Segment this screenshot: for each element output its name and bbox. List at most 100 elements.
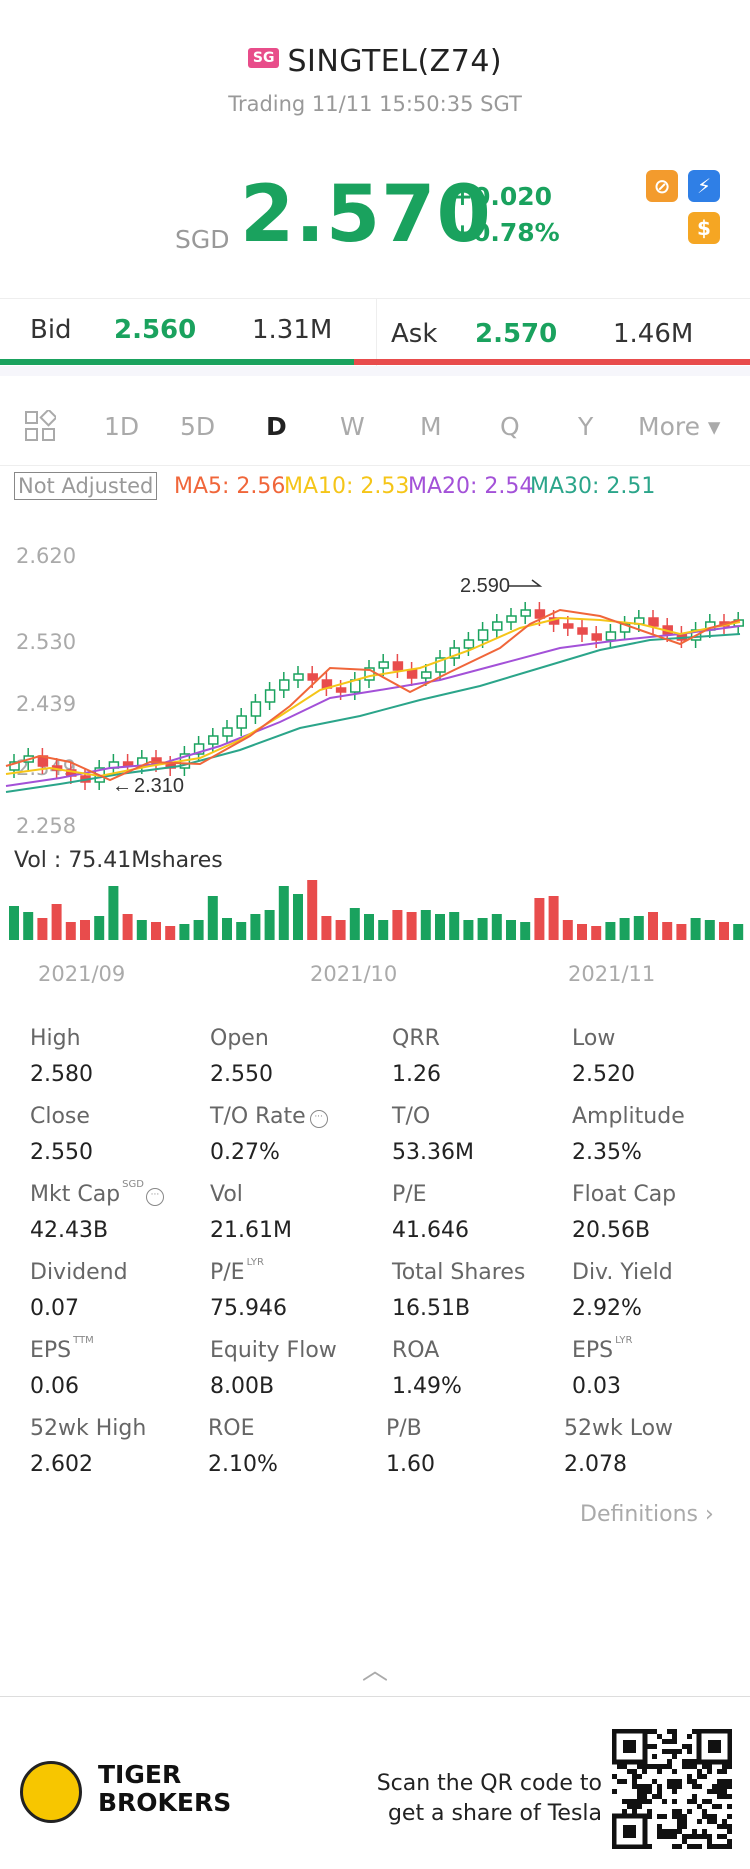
- stat-label-text: Vol: [210, 1182, 243, 1207]
- stat-label: T/O Rate ···: [210, 1104, 390, 1136]
- ask-volume-bar: [354, 359, 750, 365]
- volume-bar: [648, 912, 658, 940]
- volume-bar: [179, 924, 190, 940]
- stat-label-text: EPS: [30, 1338, 72, 1363]
- candle: [307, 673, 318, 681]
- stat-label: ROA: [392, 1338, 572, 1370]
- stat-label-text: P/B: [386, 1416, 422, 1441]
- tab-y[interactable]: Y: [578, 412, 594, 441]
- currency-label: SGD: [175, 225, 230, 254]
- ma10-value: MA10: 2.53: [284, 474, 410, 499]
- volume-bar: [122, 914, 133, 940]
- stat-value: 2.92%: [572, 1296, 642, 1321]
- tab-1d[interactable]: 1D: [104, 412, 140, 441]
- stat-label-text: ROA: [392, 1338, 440, 1363]
- tab-m[interactable]: M: [420, 412, 442, 441]
- volume-bar: [293, 894, 303, 940]
- volume-bar: [108, 886, 119, 940]
- bid-volume-bar: [0, 359, 354, 365]
- stat-label: Total Shares: [392, 1260, 572, 1292]
- stat-item: Float Cap 20.56B: [572, 1182, 750, 1243]
- not-adjusted-toggle[interactable]: Not Adjusted: [14, 472, 158, 500]
- stat-value: 0.07: [30, 1296, 79, 1321]
- stat-value: 75.946: [210, 1296, 287, 1321]
- volume-bar: [662, 922, 673, 940]
- tab-q[interactable]: Q: [500, 412, 520, 441]
- volume-label: Vol : 75.41Mshares: [14, 848, 223, 873]
- bid-ask-bar: Bid 2.560 1.31M Ask 2.570 1.46M: [0, 298, 750, 367]
- volume-bar: [605, 922, 616, 940]
- ask-size: 1.46M: [613, 319, 694, 349]
- stat-label: Vol: [210, 1182, 390, 1214]
- stat-label: ROE: [208, 1416, 388, 1448]
- stat-item: T/O 53.36M: [392, 1104, 572, 1165]
- stat-value: 2.520: [572, 1062, 635, 1087]
- trading-time: Trading 11/11 15:50:35 SGT: [228, 92, 522, 116]
- tab-d[interactable]: D: [266, 412, 287, 441]
- stock-name: SINGTEL(Z74): [287, 44, 503, 79]
- scan-line-1: Scan the QR code to: [376, 1771, 602, 1796]
- info-icon[interactable]: ···: [145, 1188, 164, 1206]
- stat-label-text: ROE: [208, 1416, 255, 1441]
- price-row: SGD 2.570 +0.020 +0.78% ⊘ ⚡ $: [0, 170, 750, 260]
- definitions-link[interactable]: Definitions ›: [580, 1502, 714, 1527]
- stat-item: High 2.580: [30, 1026, 210, 1087]
- kline-chart[interactable]: 2.620 2.530 2.439 2.349 2.258 2.590 ← 2.…: [0, 530, 750, 990]
- volume-bar: [9, 906, 19, 940]
- volume-bar: [278, 886, 289, 940]
- y-tick-label: 2.258: [16, 814, 77, 838]
- ma5-line: [5, 608, 741, 782]
- stat-value: 1.60: [386, 1452, 435, 1477]
- stat-item: QRR 1.26: [392, 1026, 572, 1087]
- stat-item: Equity Flow 8.00B: [210, 1338, 390, 1399]
- volume-bar: [378, 920, 389, 940]
- volume-bar: [548, 896, 559, 940]
- low-annotation-value: 2.310: [134, 775, 184, 797]
- candle: [279, 679, 290, 691]
- candle: [364, 667, 375, 681]
- stat-value: 2.602: [30, 1452, 93, 1477]
- bid-label: Bid: [30, 315, 72, 345]
- candle: [563, 623, 574, 629]
- stat-item: Amplitude 2.35%: [572, 1104, 750, 1165]
- stat-label-text: Amplitude: [572, 1104, 685, 1129]
- info-icon[interactable]: ···: [309, 1110, 328, 1128]
- scan-line-2: get a share of Tesla: [387, 1801, 602, 1826]
- period-tabs: 1D 5D D W M Q Y More ▾: [0, 396, 750, 466]
- stat-label: Equity Flow: [210, 1338, 390, 1370]
- stat-item: Mkt Cap SGD··· 42.43B: [30, 1179, 210, 1243]
- stat-label-text: P/E: [210, 1260, 245, 1285]
- candle: [264, 689, 276, 703]
- tab-more[interactable]: More ▾: [638, 412, 721, 441]
- dollar-icon[interactable]: $: [688, 212, 720, 244]
- lightning-icon[interactable]: ⚡: [688, 170, 720, 202]
- candle: [463, 639, 475, 649]
- brand-line-1: TIGER: [98, 1760, 182, 1789]
- candle: [577, 627, 588, 635]
- volume-bar: [335, 920, 346, 940]
- stat-label-text: High: [30, 1026, 81, 1051]
- stat-value: 2.10%: [208, 1452, 278, 1477]
- no-short-icon[interactable]: ⊘: [646, 170, 678, 202]
- volume-bar: [506, 920, 516, 940]
- tab-5d[interactable]: 5D: [180, 412, 216, 441]
- candle: [435, 657, 446, 673]
- stat-label-text: Mkt Cap: [30, 1182, 121, 1207]
- candle: [392, 661, 404, 671]
- volume-bar: [250, 914, 261, 940]
- volume-bar: [477, 918, 488, 940]
- stat-label-text: Div. Yield: [572, 1260, 673, 1285]
- ma5-value: MA5: 2.56: [174, 474, 286, 499]
- ma20-value: MA20: 2.54: [408, 474, 534, 499]
- grid-layout-icon[interactable]: [24, 410, 56, 442]
- volume-bar: [704, 920, 715, 940]
- stat-value: 1.26: [392, 1062, 441, 1087]
- scan-text: Scan the QR code to get a share of Tesla: [377, 1769, 602, 1829]
- candle: [250, 701, 262, 717]
- footer-banner: TIGER BROKERS Scan the QR code to get a …: [0, 1696, 750, 1869]
- tab-w[interactable]: W: [340, 412, 365, 441]
- volume-bar: [165, 926, 176, 940]
- chevron-up-icon[interactable]: ︿: [362, 1656, 389, 1686]
- volume-bar: [307, 880, 318, 940]
- qr-code: [612, 1729, 732, 1849]
